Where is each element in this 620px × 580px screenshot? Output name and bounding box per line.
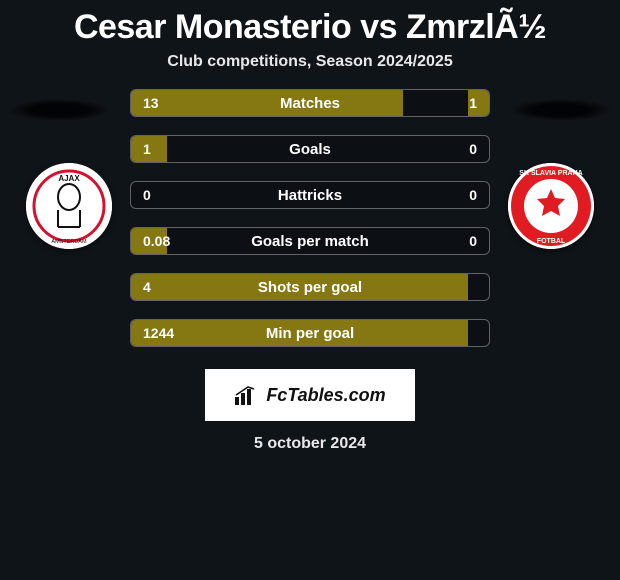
stat-row: 0.080Goals per match xyxy=(130,227,490,255)
stat-label: Goals per match xyxy=(131,228,489,254)
svg-text:SK SLAVIA PRAHA: SK SLAVIA PRAHA xyxy=(519,170,582,177)
svg-text:FOTBAL: FOTBAL xyxy=(537,238,566,245)
stat-row: 10Goals xyxy=(130,135,490,163)
comparison-panel: AJAX AMSTERDAM SK SLAVIA PRAHA FOTBAL 13… xyxy=(0,89,620,453)
stat-row: 131Matches xyxy=(130,89,490,117)
date-line: 5 october 2024 xyxy=(0,435,620,453)
subtitle: Club competitions, Season 2024/2025 xyxy=(0,53,620,71)
stat-row: 1244Min per goal xyxy=(130,319,490,347)
player-shadow-left xyxy=(8,99,110,121)
player-shadow-right xyxy=(510,99,612,121)
svg-text:AJAX: AJAX xyxy=(58,174,80,183)
stat-label: Shots per goal xyxy=(131,274,489,300)
svg-text:AMSTERDAM: AMSTERDAM xyxy=(51,239,87,245)
stat-label: Min per goal xyxy=(131,320,489,346)
brand-badge: FcTables.com xyxy=(205,369,415,421)
slavia-logo-icon: SK SLAVIA PRAHA FOTBAL xyxy=(508,163,594,249)
fctables-icon xyxy=(234,385,260,405)
ajax-logo-icon: AJAX AMSTERDAM xyxy=(26,163,112,249)
club-logo-right: SK SLAVIA PRAHA FOTBAL xyxy=(508,163,594,249)
stat-label: Hattricks xyxy=(131,182,489,208)
page-title: Cesar Monasterio vs ZmrzlÃ½ xyxy=(0,0,620,47)
club-logo-left: AJAX AMSTERDAM xyxy=(26,163,112,249)
stat-label: Matches xyxy=(131,90,489,116)
stat-label: Goals xyxy=(131,136,489,162)
brand-text: FcTables.com xyxy=(266,385,385,406)
stat-bars: 131Matches 10Goals 00Hattricks 0.080Goals p… xyxy=(130,89,490,347)
stat-row: 00Hattricks xyxy=(130,181,490,209)
stat-row: 4Shots per goal xyxy=(130,273,490,301)
